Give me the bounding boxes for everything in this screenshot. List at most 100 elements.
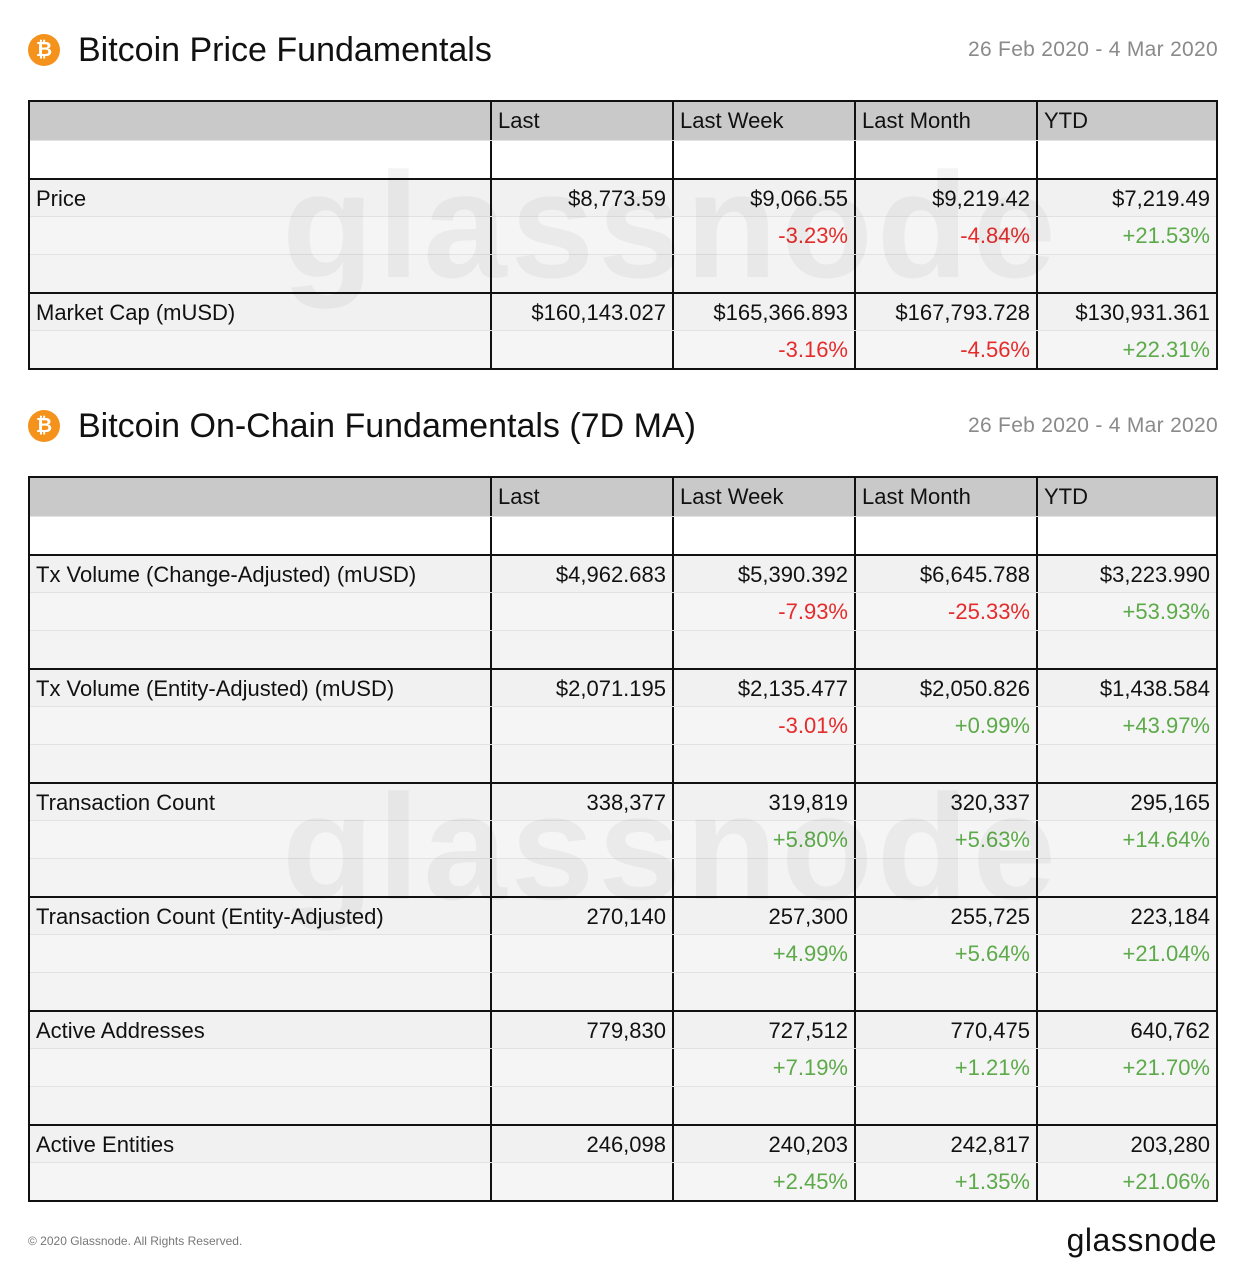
empty-cell	[30, 745, 490, 782]
table-row: Tx Volume (Change-Adjusted) (mUSD) $4,962…	[30, 554, 1216, 592]
empty-cell	[30, 935, 490, 972]
percent-change	[490, 1049, 672, 1086]
change-row: +5.80% +5.63% +14.64%	[30, 820, 1216, 858]
percent-change: +21.04%	[1036, 935, 1216, 972]
percent-change: +21.70%	[1036, 1049, 1216, 1086]
empty-cell	[672, 631, 854, 668]
spacer-row	[30, 744, 1216, 782]
empty-cell	[672, 517, 854, 554]
blank-row	[30, 516, 1216, 554]
metric-value: 257,300	[672, 898, 854, 934]
percent-change: -3.23%	[672, 217, 854, 254]
empty-cell	[1036, 255, 1216, 292]
change-row: -7.93% -25.33% +53.93%	[30, 592, 1216, 630]
column-header: Last	[490, 102, 672, 140]
empty-cell	[30, 217, 490, 254]
table-header-row: Last Last Week Last Month YTD	[30, 478, 1216, 516]
empty-cell	[30, 973, 490, 1010]
empty-cell	[1036, 141, 1216, 178]
empty-cell	[490, 973, 672, 1010]
empty-cell	[672, 745, 854, 782]
percent-change	[490, 821, 672, 858]
column-header: Last Week	[672, 478, 854, 516]
metric-value: 242,817	[854, 1126, 1036, 1162]
metric-value: 240,203	[672, 1126, 854, 1162]
percent-change: -3.16%	[672, 331, 854, 368]
column-header	[30, 102, 490, 140]
metric-value: $130,931.361	[1036, 294, 1216, 330]
spacer-row	[30, 972, 1216, 1010]
metric-value: 338,377	[490, 784, 672, 820]
empty-cell	[672, 1087, 854, 1124]
change-row: -3.01% +0.99% +43.97%	[30, 706, 1216, 744]
percent-change: -25.33%	[854, 593, 1036, 630]
empty-cell	[672, 973, 854, 1010]
glassnode-logo: glassnode	[1066, 1222, 1217, 1258]
empty-cell	[30, 593, 490, 630]
price-fundamentals-table: Last Last Week Last Month YTD Price $8,773.59…	[28, 100, 1218, 370]
table-row: Tx Volume (Entity-Adjusted) (mUSD) $2,071…	[30, 668, 1216, 706]
metric-value: $5,390.392	[672, 556, 854, 592]
percent-change: +5.64%	[854, 935, 1036, 972]
metric-value: 319,819	[672, 784, 854, 820]
empty-cell	[1036, 859, 1216, 896]
empty-cell	[30, 859, 490, 896]
metric-value: $160,143.027	[490, 294, 672, 330]
date-range: 26 Feb 2020 - 4 Mar 2020	[967, 414, 1218, 437]
empty-cell	[490, 631, 672, 668]
percent-change: +4.99%	[672, 935, 854, 972]
metric-value: $8,773.59	[490, 180, 672, 216]
column-header: YTD	[1036, 478, 1216, 516]
change-row: -3.23% -4.84% +21.53%	[30, 216, 1216, 254]
date-range: 26 Feb 2020 - 4 Mar 2020	[967, 38, 1218, 61]
metric-label: Market Cap (mUSD)	[36, 300, 236, 325]
spacer-row	[30, 254, 1216, 292]
percent-change: +2.45%	[672, 1163, 854, 1200]
spacer-row	[30, 630, 1216, 668]
metric-label: Transaction Count	[36, 790, 215, 815]
empty-cell	[1036, 1087, 1216, 1124]
blank-row	[30, 140, 1216, 178]
empty-cell	[1036, 745, 1216, 782]
metric-label: Active Entities	[36, 1132, 175, 1157]
percent-change: -4.56%	[854, 331, 1036, 368]
metric-value: $2,135.477	[672, 670, 854, 706]
column-header: Last	[490, 478, 672, 516]
empty-cell	[1036, 517, 1216, 554]
empty-cell	[30, 1087, 490, 1124]
bitcoin-icon: ₿	[28, 410, 60, 442]
percent-change: +43.97%	[1036, 707, 1216, 744]
percent-change: +5.63%	[854, 821, 1036, 858]
percent-change	[490, 331, 672, 368]
metric-value: 223,184	[1036, 898, 1216, 934]
price-section-header: ₿ Bitcoin Price Fundamentals 26 Feb 2020…	[28, 28, 1218, 72]
empty-cell	[854, 255, 1036, 292]
percent-change	[490, 935, 672, 972]
metric-value: $2,050.826	[854, 670, 1036, 706]
metric-value: 295,165	[1036, 784, 1216, 820]
empty-cell	[30, 141, 490, 178]
percent-change: +1.21%	[854, 1049, 1036, 1086]
empty-cell	[30, 255, 490, 292]
empty-cell	[854, 141, 1036, 178]
metric-value: $165,366.893	[672, 294, 854, 330]
empty-cell	[490, 859, 672, 896]
column-header	[30, 478, 490, 516]
percent-change: +0.99%	[854, 707, 1036, 744]
empty-cell	[490, 255, 672, 292]
percent-change	[490, 217, 672, 254]
percent-change: +5.80%	[672, 821, 854, 858]
empty-cell	[490, 1087, 672, 1124]
metric-label: Price	[36, 186, 87, 211]
empty-cell	[854, 517, 1036, 554]
empty-cell	[30, 631, 490, 668]
empty-cell	[854, 859, 1036, 896]
metric-value: $2,071.195	[490, 670, 672, 706]
empty-cell	[490, 745, 672, 782]
metric-value: $9,219.42	[854, 180, 1036, 216]
section-title: Bitcoin Price Fundamentals	[78, 31, 492, 69]
percent-change: +1.35%	[854, 1163, 1036, 1200]
metric-value: $9,066.55	[672, 180, 854, 216]
percent-change: +21.53%	[1036, 217, 1216, 254]
percent-change: -3.01%	[672, 707, 854, 744]
